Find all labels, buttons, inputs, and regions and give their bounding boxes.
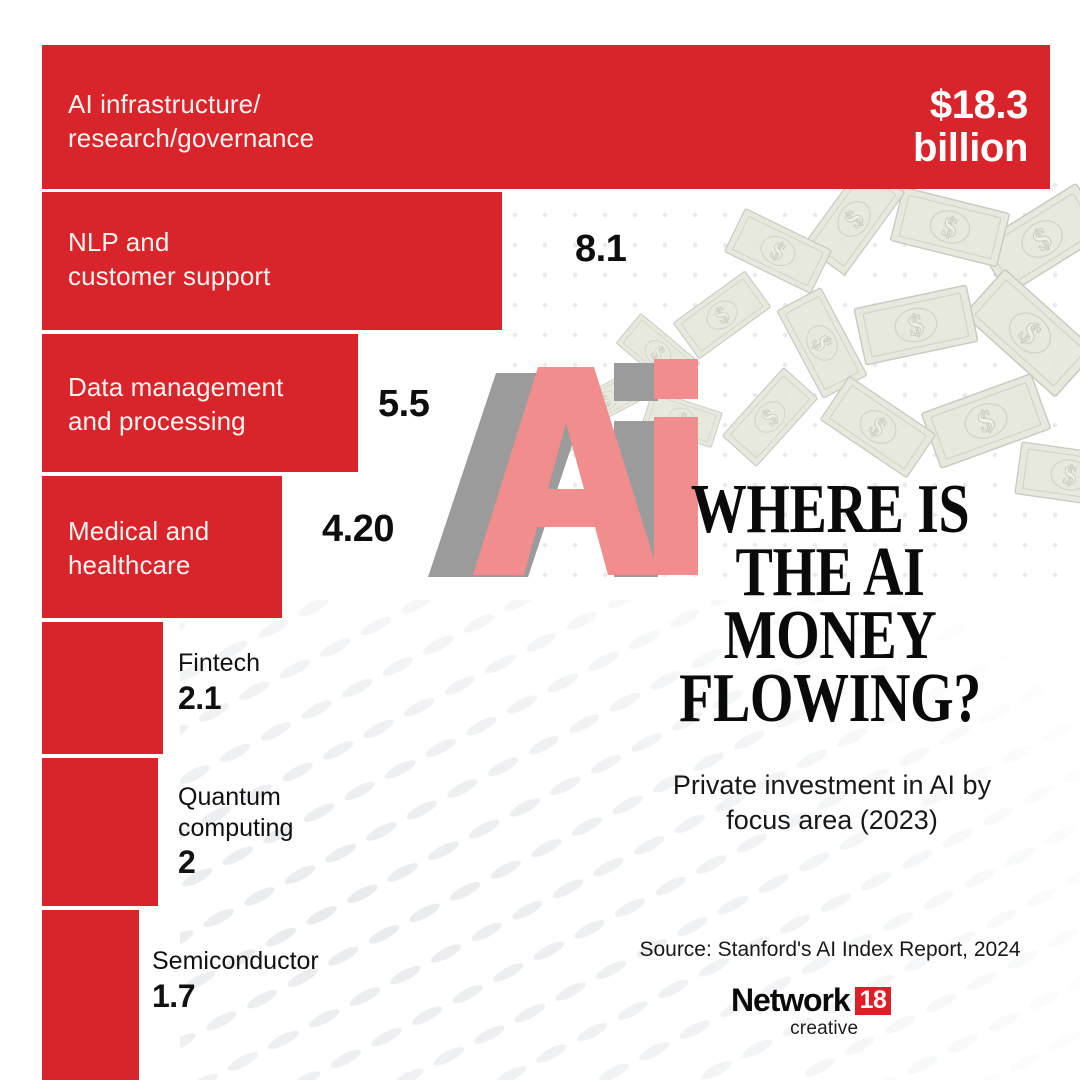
bar-quantum-computing[interactable]	[42, 758, 158, 906]
bar-value-data-management: 5.5	[378, 383, 430, 425]
bar-value-ai-infrastructure: $18.3 billion	[913, 83, 1028, 171]
bar-semiconductor[interactable]	[42, 910, 139, 1080]
table-row[interactable]: Medical and healthcare	[42, 476, 282, 618]
logo-18-badge: 18	[854, 986, 892, 1015]
bar-side-group-semiconductor: Semiconductor 1.7	[152, 946, 319, 1014]
bar-value-semiconductor: 1.7	[152, 977, 195, 1014]
bar-value-nlp-customer-support: 8.1	[575, 228, 627, 270]
bar-label-semiconductor: Semiconductor	[152, 947, 319, 975]
table-row[interactable]: Data management and processing	[42, 334, 358, 472]
bar-value-fintech: 2.1	[178, 679, 221, 716]
table-row[interactable]: AI infrastructure/ research/governance $…	[42, 45, 1050, 189]
bar-ai-infrastructure[interactable]	[42, 45, 1050, 189]
bar-fintech[interactable]	[42, 622, 163, 754]
logo-wordmark: Network	[731, 982, 851, 1018]
network18-creative-logo: Network 18 creative	[731, 982, 892, 1040]
logo-subtitle: creative	[790, 1018, 859, 1039]
bar-value-quantum-computing: 2	[178, 844, 196, 880]
table-row[interactable]: NLP and customer support	[42, 192, 502, 330]
bar-nlp-customer-support[interactable]	[42, 192, 502, 330]
bar-label-ai-infrastructure: AI infrastructure/ research/governance	[68, 89, 315, 154]
bar-label-fintech: Fintech	[178, 649, 260, 677]
bar-side-group-quantum-computing: Quantum computing 2	[178, 782, 293, 880]
bar-value-medical-healthcare: 4.20	[322, 508, 394, 550]
page-title: WHERE IS THE AI MONEY FLOWING?	[679, 471, 981, 737]
bar-data-management[interactable]	[42, 334, 358, 472]
bar-side-group-fintech: Fintech 2.1	[178, 648, 260, 716]
bar-label-nlp-customer-support: NLP and customer support	[68, 227, 271, 292]
bar-label-medical-healthcare: Medical and healthcare	[68, 516, 210, 581]
page-subtitle: Private investment in AI by focus area (…	[672, 770, 992, 835]
table-row[interactable]	[42, 622, 163, 754]
table-row[interactable]	[42, 910, 139, 1080]
table-row[interactable]	[42, 758, 158, 906]
bar-label-quantum-computing: Quantum computing	[178, 783, 294, 842]
logo-primary-row: Network 18	[731, 982, 892, 1019]
source-credit: Source: Stanford's AI Index Report, 2024	[639, 938, 1021, 961]
bar-label-data-management: Data management and processing	[68, 372, 284, 437]
bar-medical-healthcare[interactable]	[42, 476, 282, 618]
